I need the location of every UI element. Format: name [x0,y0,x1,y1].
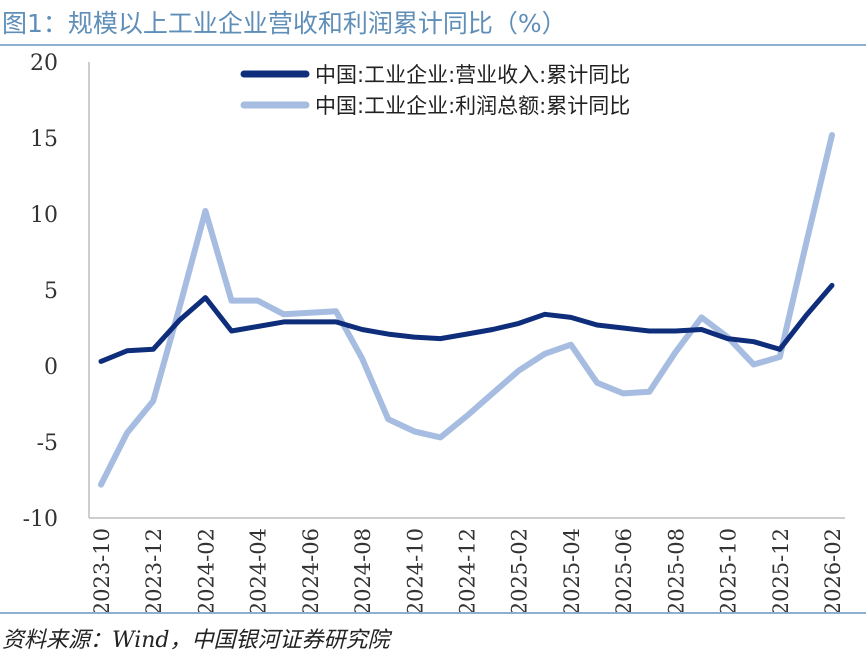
x-tick-label: 2024-10 [403,528,427,612]
x-tick-label: 2025-04 [560,528,584,612]
y-axis: 20 15 10 5 0 -5 -10 [23,51,90,532]
x-tick-label: 2025-02 [508,528,532,612]
y-tick-label: 5 [44,279,58,304]
x-tick-label: 2023-10 [90,528,114,612]
series-lines [98,132,835,488]
x-tick-label: 2023-12 [142,528,166,612]
x-tick-label: 2025-12 [769,528,793,612]
series-line-revenue [98,282,835,364]
y-tick-label: -5 [37,431,58,456]
x-tick-label: 2025-06 [612,528,636,612]
legend-label: 中国:工业企业:利润总额:累计同比 [315,94,630,118]
x-tick-label: 2024-06 [299,528,323,612]
y-tick-label: 0 [44,355,58,380]
line-chart: 20 15 10 5 0 -5 -10 2023-10 2023-12 2024-02 2024-… [23,51,845,612]
x-tick-label: 2024-12 [456,528,480,612]
x-tick-label: 2024-02 [194,528,218,612]
x-axis: 2023-10 2023-12 2024-02 2024-04 2024-06 2024-… [89,517,845,612]
series-line-profit [98,132,835,488]
x-tick-label: 2026-02 [821,528,845,612]
x-tick-label: 2024-04 [247,528,271,612]
footer-divider [0,612,866,614]
legend-label: 中国:工业企业:营业收入:累计同比 [315,63,630,87]
chart-title: 图1：规模以上工业企业营收和利润累计同比（%） [2,9,567,38]
x-tick-label: 2024-08 [351,528,375,612]
x-tick-label: 2025-10 [717,528,741,612]
source-note: 资料来源：Wind，中国银河证券研究院 [2,628,390,653]
y-tick-label: 10 [30,203,58,228]
title-divider [0,44,866,46]
y-tick-label: -10 [23,507,58,532]
x-tick-label: 2025-08 [664,528,688,612]
y-tick-label: 15 [30,127,58,152]
y-tick-label: 20 [30,51,58,76]
